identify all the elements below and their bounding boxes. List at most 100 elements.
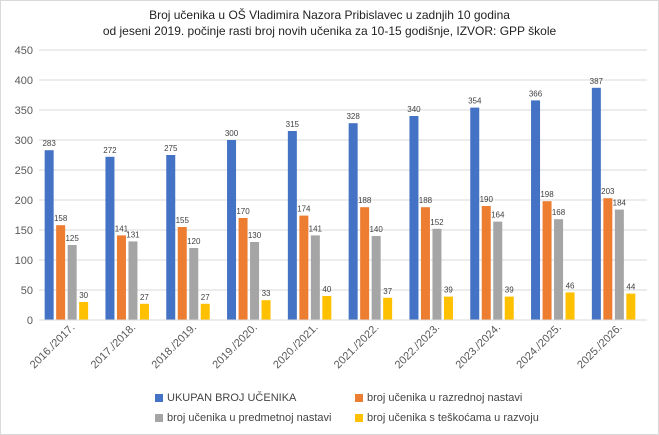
data-label: 46 [566,281,575,290]
bar [481,206,491,320]
data-label: 190 [480,195,494,204]
bar [554,219,564,320]
bar [227,140,237,320]
data-label: 168 [552,208,566,217]
data-label: 27 [140,293,149,302]
bar [322,296,332,320]
bar [565,292,575,320]
data-label: 184 [613,199,627,208]
legend-swatch [155,394,163,402]
bar [299,215,309,320]
y-tick-label: 400 [15,75,33,87]
data-label: 30 [79,291,88,300]
bar [420,207,430,320]
legend-label: UKUPAN BROJ UČENIKA [167,392,297,404]
y-tick-label: 100 [15,255,33,267]
x-tick-label: 2025./2026. [575,322,625,372]
x-tick-label: 2017./2018. [89,322,139,372]
x-tick-label: 2023./2024. [454,322,504,372]
bar [287,131,297,320]
data-label: 174 [297,205,311,214]
bar [261,300,271,320]
data-label: 39 [444,286,453,295]
bar [470,107,480,320]
bar [371,236,381,320]
data-label: 140 [369,225,383,234]
y-tick-label: 0 [27,315,33,327]
legend-item: broj učenika s teškoćama u razvoju [355,412,539,424]
data-label: 283 [42,139,56,148]
data-label: 40 [322,285,331,294]
data-label: 340 [407,105,421,114]
chart-title: Broj učenika u OŠ Vladimira Nazora Pribi… [0,7,659,39]
bar [116,235,126,320]
data-label: 354 [468,97,482,106]
x-tick-label: 2022./2023. [393,322,443,372]
data-label: 328 [346,112,360,121]
bar [79,302,89,320]
chart-subtitle: od jeseni 2019. počinje rasti broj novih… [102,24,557,38]
y-tick-label: 450 [15,45,33,57]
data-label: 198 [540,190,554,199]
bar [128,241,138,320]
bar [177,227,187,320]
data-label: 300 [225,129,239,138]
data-label: 120 [187,237,201,246]
bar [200,303,210,320]
chart-title-line1: Broj učenika u OŠ Vladimira Nazora Pribi… [149,8,510,22]
bar-chart: 0 50 100 150 200 250 300 350 400 450 283 158 125 30 20… [15,45,647,372]
legend-swatch [355,394,363,402]
x-tick-label: 2024./2025. [514,322,564,372]
data-label: 130 [248,231,262,240]
bar [409,116,419,320]
data-label: 44 [626,283,635,292]
y-tick-label: 350 [15,105,33,117]
bar [44,150,54,320]
data-label: 366 [529,89,543,98]
y-tick-label: 50 [21,285,33,297]
bar [383,297,393,320]
x-tick-label: 2020./2021. [271,322,321,372]
y-tick-label: 200 [15,195,33,207]
bar [139,303,149,320]
data-label: 203 [601,187,615,196]
x-tick-label: 2021./2022. [332,322,382,372]
bar [189,248,199,320]
data-label: 170 [236,207,250,216]
bar [105,156,115,320]
data-label: 33 [262,289,271,298]
data-label: 155 [176,216,190,225]
data-label: 275 [164,144,178,153]
bar [493,221,503,320]
data-label: 188 [358,196,372,205]
bar [443,296,453,320]
legend-item: broj učenika u predmetnoj nastavi [155,412,331,424]
y-tick-label: 150 [15,225,33,237]
y-tick-label: 300 [15,135,33,147]
legend-swatch [355,414,363,422]
bar [626,293,636,320]
bar [531,100,541,321]
legend-swatch [155,414,163,422]
bar [360,207,370,320]
x-tick-label: 2018./2019. [150,322,200,372]
data-label: 158 [54,214,68,223]
bar [542,201,552,320]
legend-item: broj učenika u razrednoj nastavi [355,392,522,404]
bar [504,296,514,320]
legend-item: UKUPAN BROJ UČENIKA [155,392,296,404]
data-label: 188 [419,196,433,205]
data-label: 152 [430,218,444,227]
data-label: 131 [126,230,140,239]
bar [238,218,248,320]
data-label: 37 [383,287,392,296]
bar [348,123,358,320]
bar [56,225,66,320]
data-label: 141 [115,224,129,233]
bar [67,245,77,320]
y-tick-label: 250 [15,165,33,177]
legend-label: broj učenika u razrednoj nastavi [367,392,523,404]
legend-label: broj učenika u predmetnoj nastavi [167,412,332,424]
data-label: 125 [65,234,79,243]
x-tick-label: 2016./2017. [28,322,78,372]
